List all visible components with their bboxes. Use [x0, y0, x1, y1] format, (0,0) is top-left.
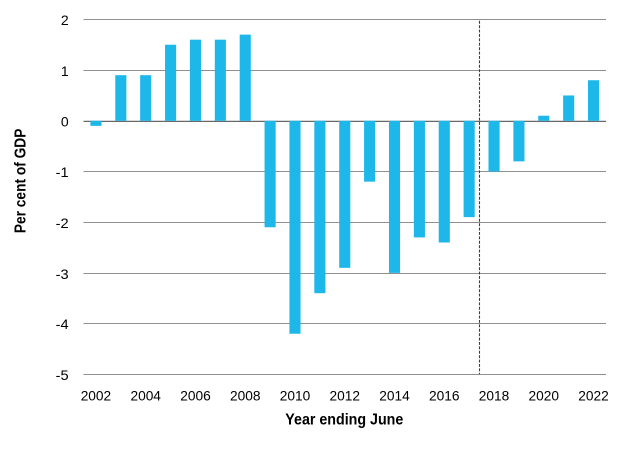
svg-text:2008: 2008	[230, 389, 261, 405]
svg-text:2022: 2022	[578, 389, 609, 405]
svg-text:1: 1	[61, 64, 69, 80]
svg-text:2002: 2002	[81, 389, 112, 405]
svg-text:Per cent of GDP: Per cent of GDP	[13, 128, 30, 233]
svg-text:2016: 2016	[429, 389, 460, 405]
svg-text:2012: 2012	[330, 389, 361, 405]
svg-text:Year ending June: Year ending June	[285, 411, 403, 428]
svg-text:-5: -5	[56, 368, 69, 384]
svg-text:-2: -2	[56, 216, 69, 232]
svg-text:2020: 2020	[529, 389, 560, 405]
svg-text:2: 2	[61, 13, 69, 29]
svg-text:2010: 2010	[280, 389, 311, 405]
svg-text:2018: 2018	[479, 389, 510, 405]
svg-text:-3: -3	[56, 267, 69, 283]
svg-text:-1: -1	[56, 165, 69, 181]
svg-text:-4: -4	[56, 317, 69, 333]
svg-text:2014: 2014	[379, 389, 410, 405]
svg-text:2006: 2006	[180, 389, 211, 405]
svg-text:0: 0	[61, 115, 69, 131]
svg-text:2004: 2004	[130, 389, 161, 405]
